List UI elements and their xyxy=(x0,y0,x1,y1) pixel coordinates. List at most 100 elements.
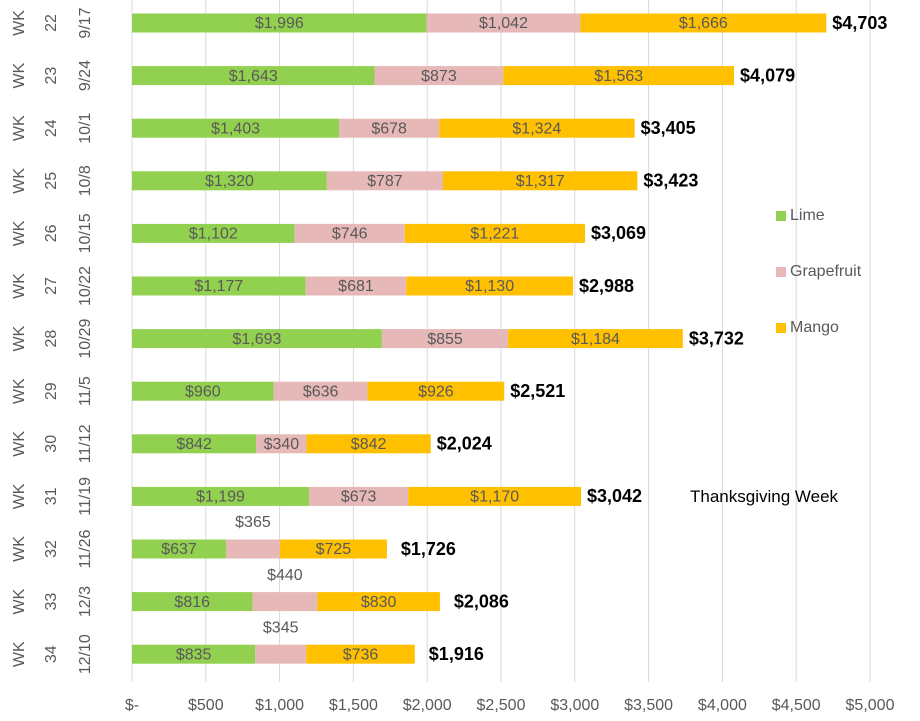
x-tick-label: $4,000 xyxy=(698,697,747,714)
legend-swatch xyxy=(776,323,786,333)
value-label: $673 xyxy=(341,489,377,506)
x-tick-label: $2,000 xyxy=(403,697,452,714)
y-tick-label: WK xyxy=(11,536,28,562)
total-label: $2,988 xyxy=(579,276,634,296)
annotation: Thanksgiving Week xyxy=(690,487,839,506)
value-label: $440 xyxy=(267,567,303,584)
value-label: $960 xyxy=(185,383,221,400)
y-tick-label: 9/17 xyxy=(77,7,94,38)
chart: $-$500$1,000$1,500$2,000$2,500$3,000$3,5… xyxy=(0,0,920,721)
value-label: $1,563 xyxy=(594,68,643,85)
x-tick-label: $- xyxy=(125,697,139,714)
value-label: $1,320 xyxy=(205,173,254,190)
value-label: $842 xyxy=(351,436,387,453)
bar-segment xyxy=(252,592,317,611)
total-label: $3,069 xyxy=(591,223,646,243)
total-label: $1,916 xyxy=(429,644,484,664)
y-tick-label: 25 xyxy=(43,172,60,190)
y-tick-label: 27 xyxy=(43,277,60,295)
value-label: $816 xyxy=(174,594,210,611)
y-tick-label: 28 xyxy=(43,330,60,348)
value-label: $637 xyxy=(161,541,197,558)
y-tick-label: 31 xyxy=(43,487,60,505)
y-tick-label: 10/22 xyxy=(77,266,94,306)
y-tick-label: 23 xyxy=(43,67,60,85)
value-label: $1,042 xyxy=(479,15,528,32)
value-label: $1,317 xyxy=(516,173,565,190)
y-tick-label: WK xyxy=(11,641,28,667)
legend-swatch xyxy=(776,267,786,277)
value-label: $1,184 xyxy=(571,331,620,348)
x-tick-label: $5,000 xyxy=(846,697,895,714)
y-tick-label: 12/3 xyxy=(77,586,94,617)
total-label: $3,042 xyxy=(587,486,642,506)
x-tick-label: $1,000 xyxy=(255,697,304,714)
y-tick-label: 33 xyxy=(43,593,60,611)
y-tick-label: WK xyxy=(11,588,28,614)
value-label: $1,221 xyxy=(470,226,519,243)
x-tick-label: $3,500 xyxy=(624,697,673,714)
y-tick-label: WK xyxy=(11,10,28,36)
value-label: $1,693 xyxy=(232,331,281,348)
y-tick-label: 29 xyxy=(43,382,60,400)
x-tick-label: $4,500 xyxy=(772,697,821,714)
total-label: $4,079 xyxy=(740,65,795,85)
y-tick-label: 10/1 xyxy=(77,113,94,144)
y-tick-label: WK xyxy=(11,168,28,194)
value-label: $681 xyxy=(338,278,374,295)
total-label: $2,024 xyxy=(437,434,492,454)
y-tick-label: 22 xyxy=(43,14,60,32)
total-label: $3,423 xyxy=(643,171,698,191)
y-tick-label: 11/19 xyxy=(77,477,94,516)
y-tick-label: WK xyxy=(11,115,28,141)
y-tick-label: WK xyxy=(11,273,28,299)
value-label: $746 xyxy=(332,226,368,243)
legend-swatch xyxy=(776,211,786,221)
value-label: $636 xyxy=(303,383,339,400)
value-label: $1,666 xyxy=(679,15,728,32)
x-tick-label: $3,000 xyxy=(550,697,599,714)
value-label: $1,643 xyxy=(229,68,278,85)
total-label: $4,703 xyxy=(832,13,887,33)
value-label: $787 xyxy=(367,173,403,190)
y-tick-label: 10/29 xyxy=(77,318,94,358)
y-tick-label: 12/10 xyxy=(77,634,94,674)
y-tick-label: 9/24 xyxy=(77,60,94,91)
value-label: $1,177 xyxy=(194,278,243,295)
value-label: $855 xyxy=(427,331,463,348)
value-label: $1,102 xyxy=(189,226,238,243)
y-tick-label: 30 xyxy=(43,435,60,453)
legend-label: Grapefruit xyxy=(790,263,862,280)
value-label: $873 xyxy=(421,68,457,85)
y-tick-label: 26 xyxy=(43,224,60,242)
value-label: $736 xyxy=(343,646,379,663)
value-label: $725 xyxy=(316,541,352,558)
value-label: $1,996 xyxy=(255,15,304,32)
value-label: $1,324 xyxy=(512,120,561,137)
y-tick-label: WK xyxy=(11,378,28,404)
bar-segment xyxy=(255,645,306,664)
value-label: $1,199 xyxy=(196,489,245,506)
value-label: $345 xyxy=(263,619,299,636)
total-label: $3,405 xyxy=(641,118,696,138)
total-label: $3,732 xyxy=(689,328,744,348)
value-label: $1,403 xyxy=(211,120,260,137)
value-label: $835 xyxy=(176,646,212,663)
total-label: $1,726 xyxy=(401,539,456,559)
y-tick-label: 10/8 xyxy=(77,165,94,196)
value-label: $1,170 xyxy=(470,489,519,506)
value-label: $926 xyxy=(418,383,454,400)
total-label: $2,521 xyxy=(510,381,565,401)
y-tick-label: 11/26 xyxy=(77,529,94,568)
legend-label: Lime xyxy=(790,207,825,224)
value-label: $842 xyxy=(176,436,212,453)
x-tick-label: $1,500 xyxy=(329,697,378,714)
y-tick-label: WK xyxy=(11,483,28,509)
y-tick-label: WK xyxy=(11,62,28,88)
y-tick-label: WK xyxy=(11,431,28,457)
y-tick-label: 11/12 xyxy=(77,424,94,463)
value-label: $830 xyxy=(361,594,397,611)
legend-label: Mango xyxy=(790,319,839,336)
y-tick-label: 32 xyxy=(43,540,60,558)
value-label: $678 xyxy=(371,120,407,137)
